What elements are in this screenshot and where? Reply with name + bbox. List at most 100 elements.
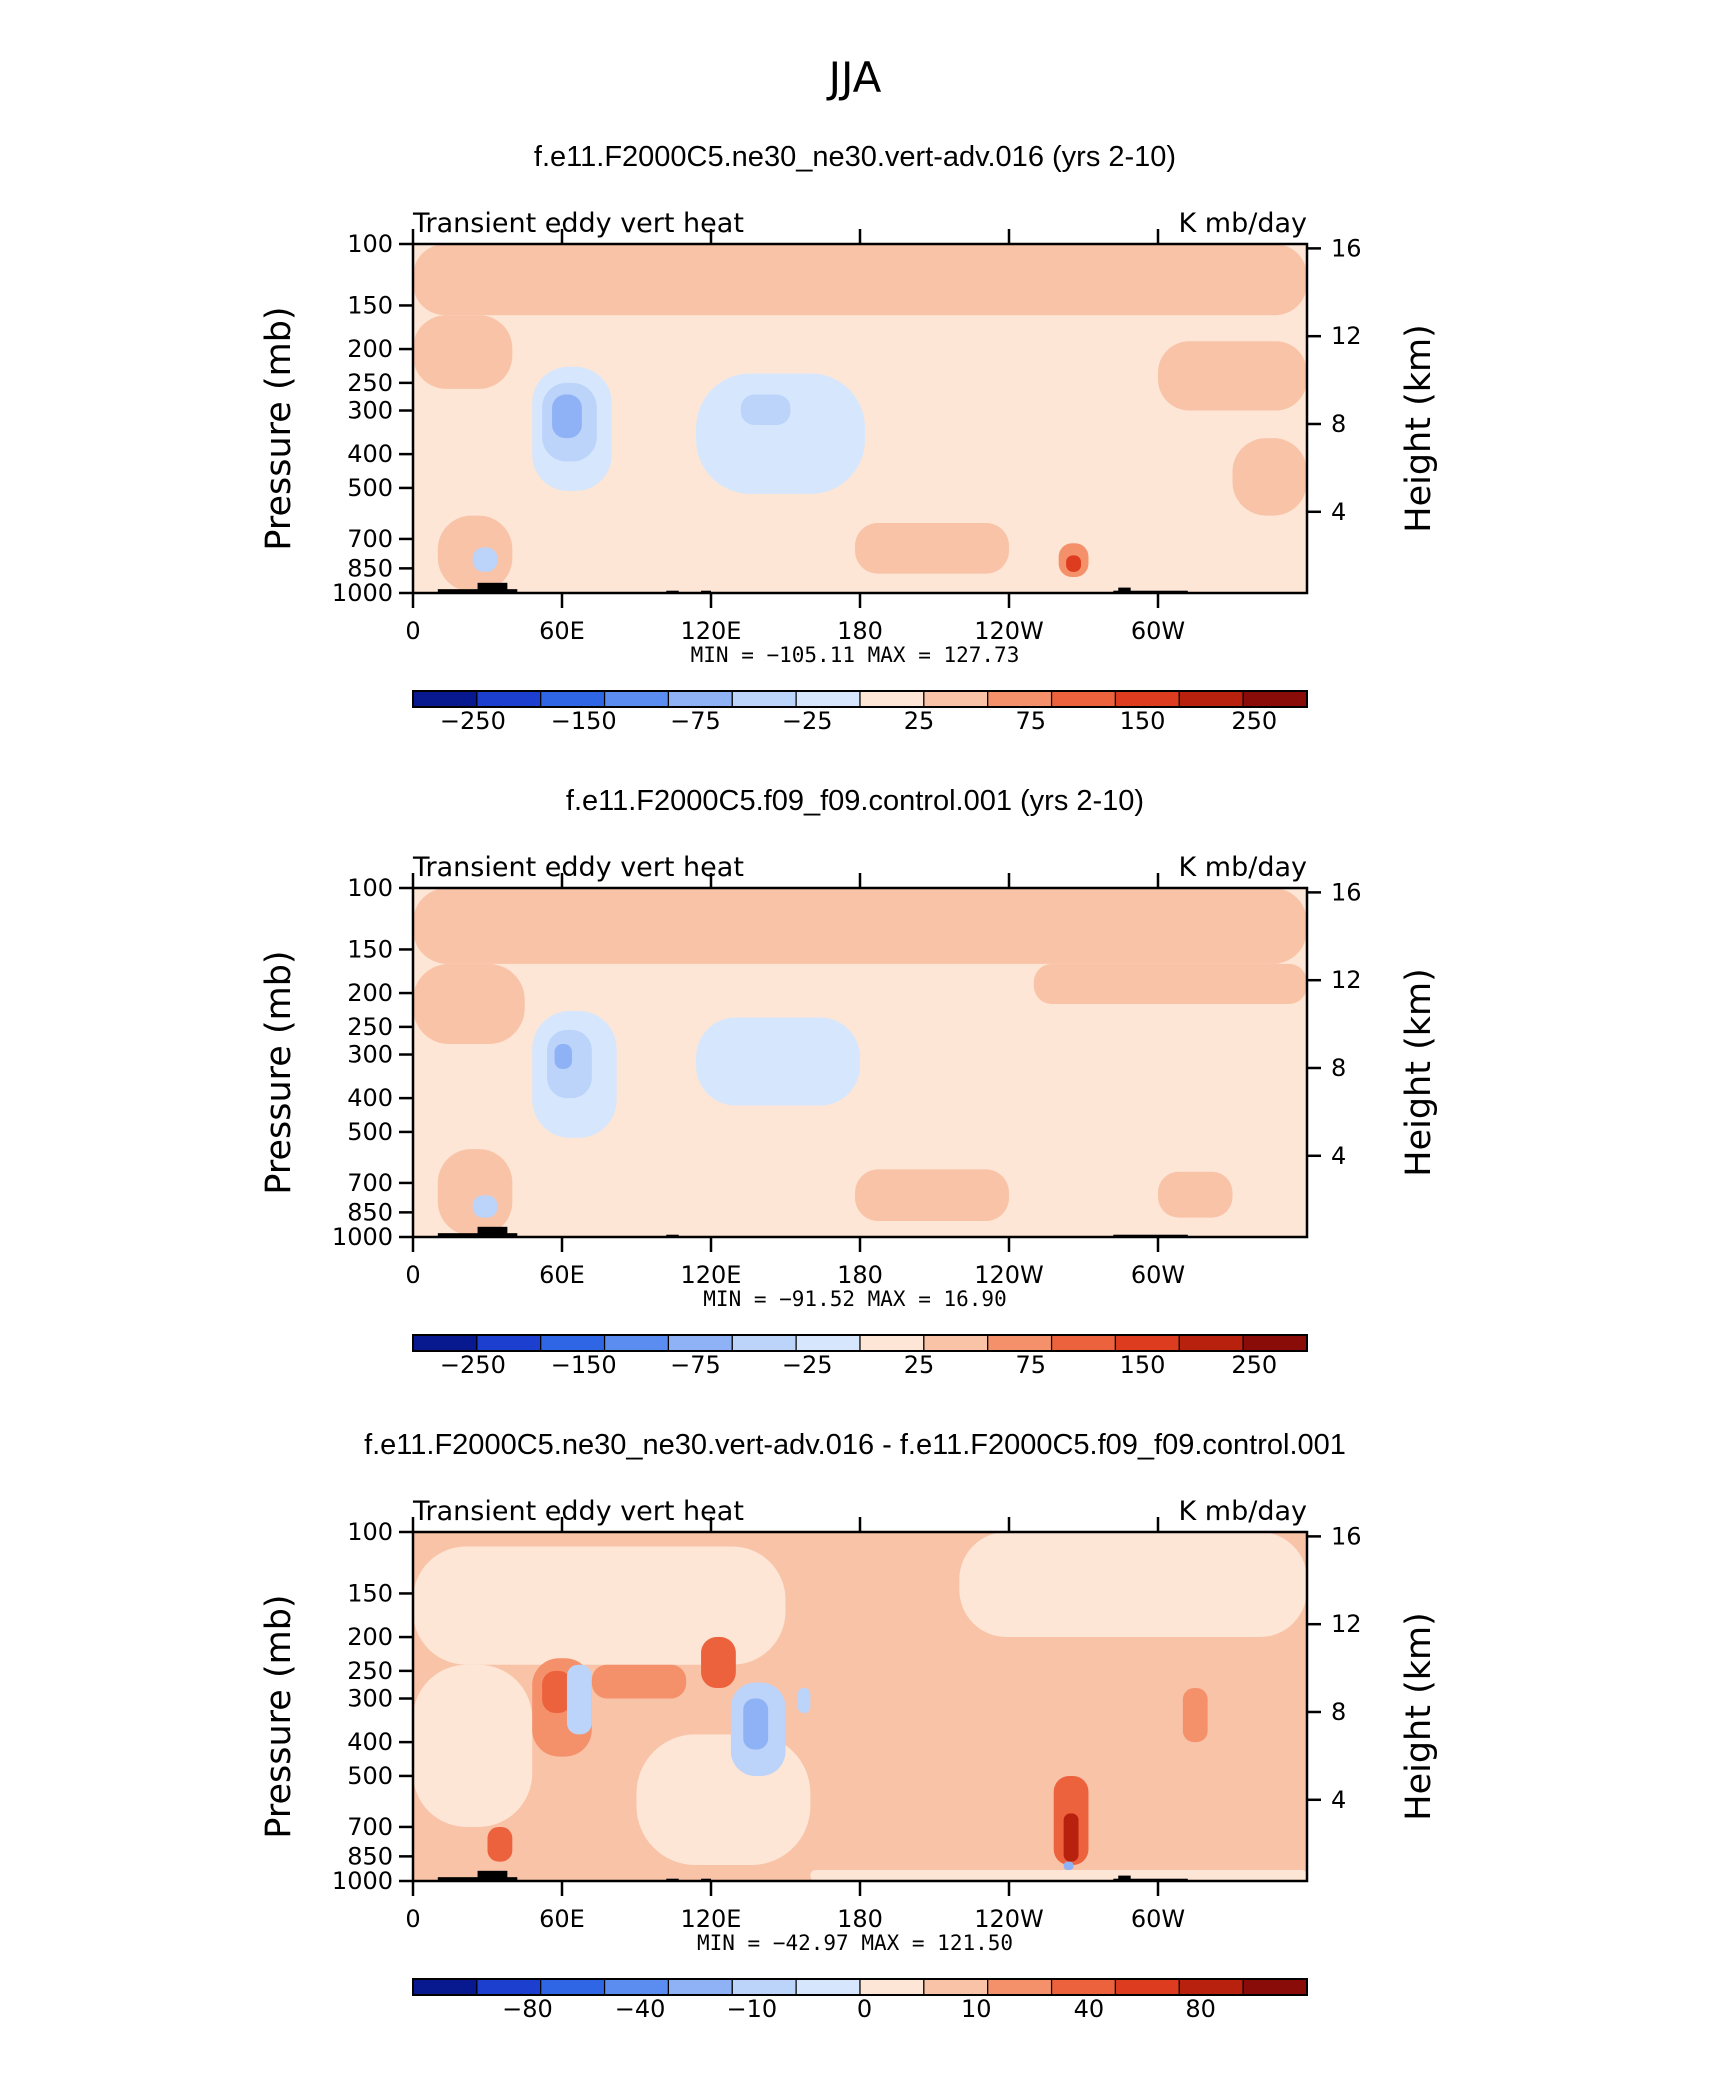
- y-tick-label: 850: [347, 1198, 393, 1226]
- colorbar-swatch: [1050, 690, 1117, 708]
- y-tick-label: 150: [347, 935, 393, 963]
- y-tick-label: 250: [347, 1013, 393, 1041]
- y2-tick-label: 12: [1331, 1610, 1362, 1638]
- y-tick-label: 200: [347, 1623, 393, 1651]
- contour-region: [1158, 1171, 1233, 1218]
- colorbar-swatch: [540, 1334, 606, 1352]
- x-tick-label: 60E: [539, 1905, 585, 1933]
- colorbar-swatch: [795, 1978, 861, 1996]
- contour-region: [1066, 555, 1082, 572]
- y-tick-label: 1000: [332, 1223, 393, 1251]
- y-tick-label: 700: [347, 1169, 393, 1197]
- colorbar-label: −150: [551, 1351, 617, 1379]
- y2-tick-label: 8: [1331, 410, 1346, 438]
- colorbar-label: 80: [1185, 1995, 1216, 2023]
- min-max-stats: MIN = −42.97 MAX = 121.50: [697, 1931, 1013, 1955]
- panel-title: f.e11.F2000C5.ne30_ne30.vert-adv.016 (yr…: [534, 141, 1176, 173]
- contour-region: [1063, 1861, 1074, 1871]
- colorbar-swatch: [731, 1978, 797, 1996]
- colorbar-label: −10: [726, 1995, 777, 2023]
- contour-region: [797, 1688, 811, 1713]
- contour-region: [591, 1664, 687, 1699]
- colorbar-label: −75: [670, 707, 721, 735]
- colorbar-swatch: [795, 690, 861, 708]
- colorbar-swatch: [731, 1334, 797, 1352]
- contour-region: [437, 1149, 513, 1236]
- colorbar-label: 75: [1015, 1351, 1046, 1379]
- y-tick-label: 400: [347, 1084, 393, 1112]
- y-tick-label: 1000: [332, 579, 393, 607]
- colorbar-label: 10: [961, 1995, 992, 2023]
- y-tick-label: 700: [347, 525, 393, 553]
- panel-title: f.e11.F2000C5.ne30_ne30.vert-adv.016 - f…: [364, 1429, 1346, 1461]
- contour-region: [855, 1169, 1009, 1222]
- contour-region: [810, 1870, 1307, 1881]
- colorbar-swatch: [1114, 1978, 1180, 1996]
- colorbar-swatch: [603, 1978, 670, 1996]
- colorbar-label: −250: [440, 707, 506, 735]
- x-tick-label: 0: [405, 1261, 420, 1289]
- contour-region: [701, 1637, 736, 1689]
- x-tick-label: 180: [837, 617, 883, 645]
- colorbar-label: −250: [440, 1351, 506, 1379]
- contour-region: [472, 1195, 498, 1218]
- y-tick-label: 1000: [332, 1867, 393, 1895]
- y-tick-label: 150: [347, 1579, 393, 1607]
- x-tick-label: 60W: [1131, 1905, 1185, 1933]
- y-tick-label: 250: [347, 369, 393, 397]
- y2-tick-label: 4: [1331, 1142, 1346, 1170]
- right-label: K mb/day: [1179, 1496, 1308, 1527]
- colorbar-swatch: [603, 690, 670, 708]
- contour-region: [472, 547, 498, 572]
- chart-panel: f.e11.F2000C5.ne30_ne30.vert-adv.016 - f…: [259, 1429, 1439, 2023]
- contour-region: [743, 1698, 769, 1750]
- y2-tick-label: 8: [1331, 1698, 1346, 1726]
- y-tick-label: 300: [347, 397, 393, 425]
- colorbar-swatch: [1114, 690, 1180, 708]
- contour-region: [413, 1546, 786, 1665]
- y2-tick-label: 8: [1331, 1054, 1346, 1082]
- x-tick-label: 180: [837, 1261, 883, 1289]
- y2-axis-label: Height (km): [1399, 968, 1439, 1177]
- chart-panel: f.e11.F2000C5.f09_f09.control.001 (yrs 2…: [259, 785, 1439, 1379]
- colorbar-swatch: [540, 1978, 606, 1996]
- colorbar-label: −80: [502, 1995, 553, 2023]
- contour-region: [1158, 341, 1307, 411]
- chart-panel: f.e11.F2000C5.ne30_ne30.vert-adv.016 (yr…: [259, 141, 1439, 735]
- colorbar-label: 40: [1074, 1995, 1105, 2023]
- terrain-mask: [1118, 587, 1131, 593]
- colorbar-label: 150: [1120, 707, 1166, 735]
- contour-region: [1232, 438, 1307, 516]
- y2-tick-label: 16: [1331, 1522, 1362, 1550]
- colorbar-label: −150: [551, 707, 617, 735]
- colorbar-swatch: [859, 1978, 925, 1996]
- colorbar-swatch: [412, 1334, 478, 1352]
- y2-tick-label: 16: [1331, 234, 1362, 262]
- x-tick-label: 0: [405, 1905, 420, 1933]
- right-label: K mb/day: [1179, 852, 1308, 883]
- y-axis-label: Pressure (mb): [259, 950, 299, 1194]
- colorbar-frame: [412, 1978, 1308, 1996]
- colorbar-label: −25: [782, 1351, 833, 1379]
- y2-tick-label: 12: [1331, 322, 1362, 350]
- y2-tick-label: 16: [1331, 878, 1362, 906]
- colorbar-swatch: [667, 1978, 733, 1996]
- x-tick-label: 120W: [974, 617, 1044, 645]
- y-tick-label: 250: [347, 1657, 393, 1685]
- min-max-stats: MIN = −91.52 MAX = 16.90: [703, 1287, 1006, 1311]
- contour-region: [959, 1532, 1307, 1638]
- contour-region: [696, 1017, 860, 1106]
- contour-region: [413, 315, 513, 389]
- y-tick-label: 850: [347, 1842, 393, 1870]
- contour-region: [696, 373, 865, 494]
- y-tick-label: 500: [347, 474, 393, 502]
- colorbar-swatch: [795, 1334, 861, 1352]
- terrain-mask: [477, 1870, 508, 1881]
- colorbar-swatch: [987, 690, 1053, 708]
- y-tick-label: 300: [347, 1041, 393, 1069]
- left-label: Transient eddy vert heat: [412, 208, 744, 239]
- x-tick-label: 0: [405, 617, 420, 645]
- x-tick-label: 120W: [974, 1261, 1044, 1289]
- colorbar-swatch: [1050, 1334, 1117, 1352]
